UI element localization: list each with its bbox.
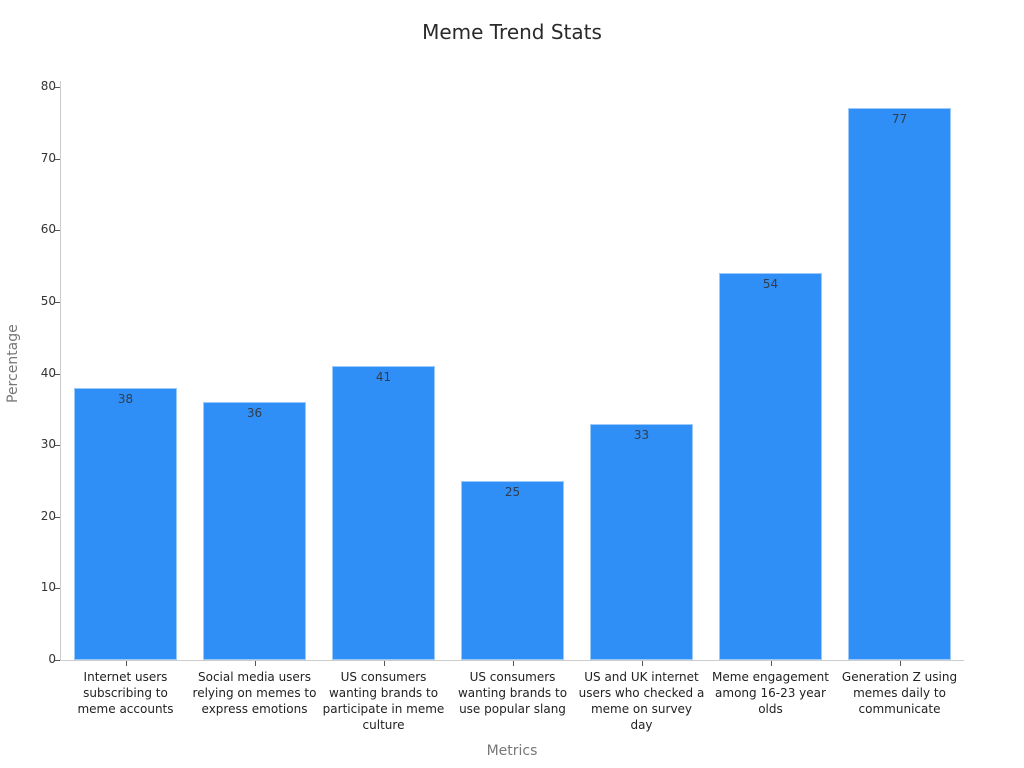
y-tick-label: 50 <box>40 293 56 308</box>
y-tick-mark <box>55 373 60 375</box>
y-tick-mark <box>55 158 60 160</box>
y-tick-label: 70 <box>40 150 56 165</box>
x-tick-label: Internet users subscribing to meme accou… <box>77 670 174 716</box>
y-tick-label: 40 <box>40 365 56 380</box>
y-tick-label: 10 <box>40 580 56 595</box>
x-tick-mark <box>899 661 901 666</box>
bar-value-label: 33 <box>633 427 650 442</box>
x-tick-mark <box>641 661 643 666</box>
bar: 33 <box>590 423 693 660</box>
bar: 38 <box>74 387 177 660</box>
x-tick-mark <box>125 661 127 666</box>
y-tick-mark <box>55 660 60 661</box>
y-tick-mark <box>55 230 60 232</box>
bar-value-label: 77 <box>891 112 908 127</box>
bar: 25 <box>461 480 564 660</box>
x-tick-mark <box>254 661 256 666</box>
bar-value-label: 38 <box>117 391 134 406</box>
y-tick-label: 60 <box>40 222 56 237</box>
bar-value-label: 25 <box>504 484 521 499</box>
x-axis-label: Metrics <box>486 743 538 759</box>
bar: 54 <box>719 273 822 660</box>
x-tick-mark <box>512 661 514 666</box>
x-tick-label: US and UK internet users who checked a m… <box>578 670 705 732</box>
bar-value-label: 36 <box>246 406 263 421</box>
bar: 41 <box>332 366 435 660</box>
y-tick-label: 0 <box>48 652 56 666</box>
y-tick-label: 80 <box>40 79 56 93</box>
y-tick-mark <box>55 445 60 447</box>
bar: 77 <box>848 108 951 660</box>
y-tick-label: 30 <box>40 437 56 452</box>
x-tick-label: US consumers wanting brands to use popul… <box>457 670 568 716</box>
x-tick-label: Social media users relying on memes to e… <box>192 670 317 716</box>
y-tick-mark <box>55 301 60 303</box>
bar-value-label: 54 <box>762 277 779 292</box>
bar-value-label: 41 <box>375 370 392 385</box>
y-tick-label: 20 <box>40 508 56 523</box>
x-axis-line <box>60 660 964 661</box>
x-tick-label: US consumers wanting brands to participa… <box>322 670 445 732</box>
bar: 36 <box>203 402 306 660</box>
x-tick-label: Generation Z using memes daily to commun… <box>841 670 958 716</box>
x-tick-mark <box>383 661 385 666</box>
y-axis-line <box>60 81 61 661</box>
x-tick-mark <box>770 661 772 666</box>
chart-title: Meme Trend Stats <box>422 20 602 44</box>
y-tick-mark <box>55 516 60 518</box>
y-tick-mark <box>55 87 60 88</box>
x-tick-label: Meme engagement among 16-23 year olds <box>712 670 829 716</box>
y-tick-mark <box>55 588 60 590</box>
